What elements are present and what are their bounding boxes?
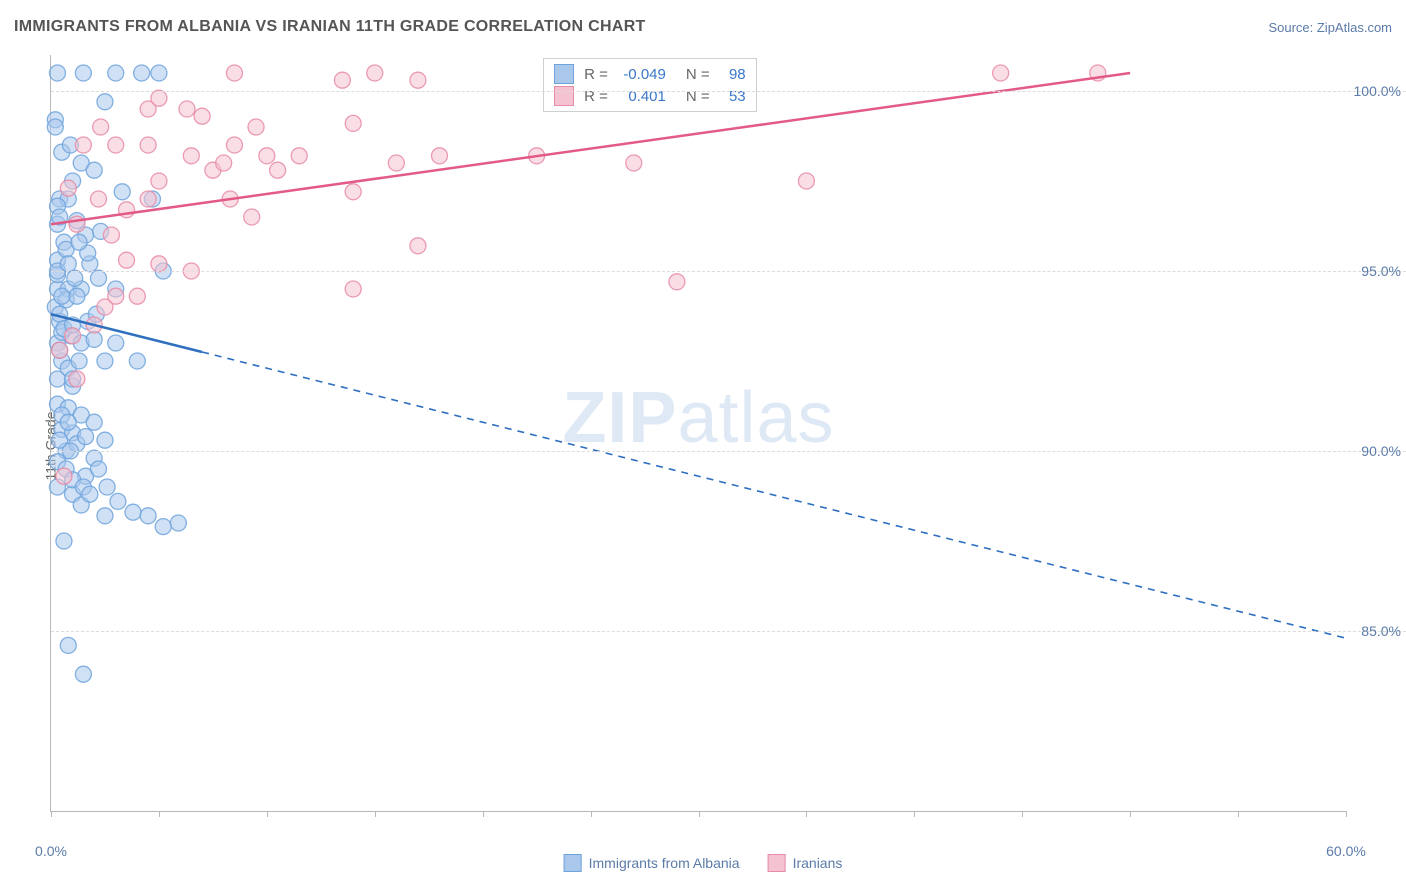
stat-r-value: -0.049 (618, 66, 666, 83)
stat-n-label: N = (686, 66, 710, 83)
legend-swatch-icon (768, 854, 786, 872)
source-label: Source: ZipAtlas.com (1268, 20, 1392, 35)
y-tick-label: 95.0% (1361, 263, 1401, 279)
legend-item-albania: Immigrants from Albania (564, 854, 740, 872)
stats-swatch-icon (554, 64, 574, 84)
x-tick-label: 0.0% (35, 843, 67, 859)
legend-swatch-icon (564, 854, 582, 872)
chart-title: IMMIGRANTS FROM ALBANIA VS IRANIAN 11TH … (14, 18, 646, 36)
legend-label: Immigrants from Albania (589, 855, 740, 871)
stats-swatch-icon (554, 86, 574, 106)
stat-r-label: R = (584, 66, 608, 83)
legend-item-iranian: Iranians (768, 854, 843, 872)
stat-n-value: 98 (720, 66, 746, 83)
plot-canvas (51, 55, 1346, 811)
stats-legend-box: R = -0.049 N = 98 R =0.401N =53 (543, 58, 757, 112)
y-tick-label: 100.0% (1354, 83, 1401, 99)
stats-row-iranian: R =0.401N =53 (554, 85, 746, 107)
scatter-chart: ZIPatlas R =-0.049N =98R =0.401N =53 85.… (50, 55, 1346, 812)
stats-row-albania: R = -0.049 N = 98 (554, 63, 746, 85)
y-tick-label: 90.0% (1361, 443, 1401, 459)
legend-label: Iranians (793, 855, 843, 871)
bottom-legend: Immigrants from Albania Iranians (564, 854, 843, 872)
x-tick-label: 60.0% (1326, 843, 1366, 859)
y-tick-label: 85.0% (1361, 623, 1401, 639)
